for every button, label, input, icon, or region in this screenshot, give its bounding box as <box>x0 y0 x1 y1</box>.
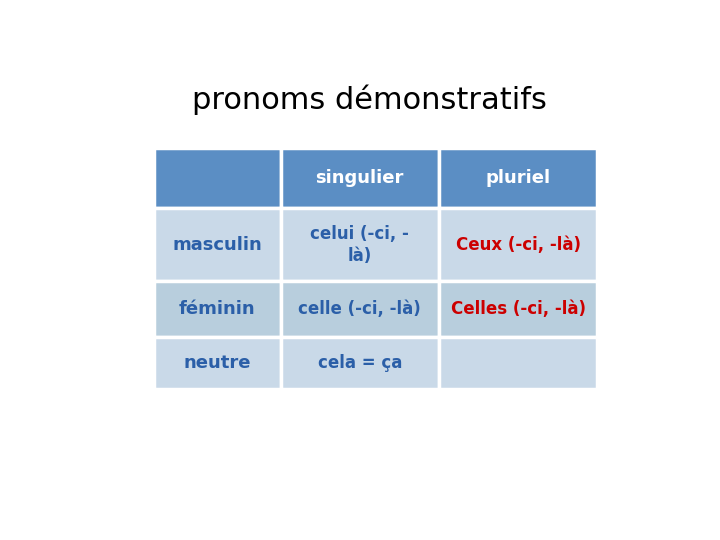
Text: cela = ça: cela = ça <box>318 354 402 372</box>
FancyBboxPatch shape <box>154 281 281 337</box>
FancyBboxPatch shape <box>281 337 439 389</box>
FancyBboxPatch shape <box>281 281 439 337</box>
Text: Celles (-ci, -là): Celles (-ci, -là) <box>451 300 585 318</box>
FancyBboxPatch shape <box>439 148 598 208</box>
Text: celui (-ci, -
là): celui (-ci, - là) <box>310 225 409 265</box>
Text: féminin: féminin <box>179 300 256 318</box>
FancyBboxPatch shape <box>281 148 439 208</box>
FancyBboxPatch shape <box>154 148 281 208</box>
FancyBboxPatch shape <box>439 281 598 337</box>
Text: celle (-ci, -là): celle (-ci, -là) <box>298 300 421 318</box>
Text: neutre: neutre <box>184 354 251 372</box>
FancyBboxPatch shape <box>154 337 281 389</box>
Text: singulier: singulier <box>315 169 404 187</box>
FancyBboxPatch shape <box>281 208 439 281</box>
Text: pluriel: pluriel <box>485 169 551 187</box>
FancyBboxPatch shape <box>154 208 281 281</box>
Text: pronoms démonstratifs: pronoms démonstratifs <box>192 85 546 116</box>
Text: masculin: masculin <box>173 235 262 254</box>
FancyBboxPatch shape <box>439 208 598 281</box>
FancyBboxPatch shape <box>439 337 598 389</box>
Text: Ceux (-ci, -là): Ceux (-ci, -là) <box>456 235 580 254</box>
